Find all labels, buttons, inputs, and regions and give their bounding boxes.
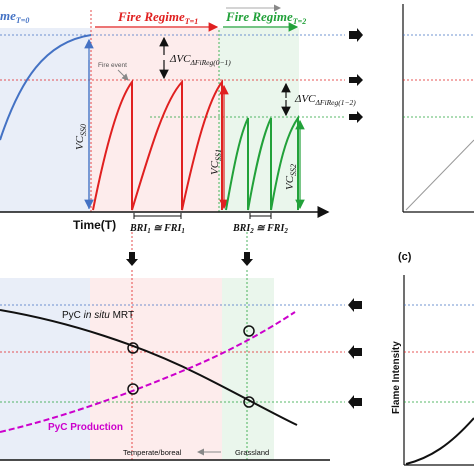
regime-1-title: Fire RegimeT=1 [117,9,198,26]
time-axis-label: Time(T) [73,218,116,232]
bottom-panel: PyC in situ MRT PyC Production Temperate… [0,270,345,461]
grassland-label: Grassland [235,448,269,457]
marker-mrt-grassland [243,396,255,408]
regime-0-title: meT=0 [0,8,29,25]
marker-mrt-temperate [127,342,139,354]
zone-regime-0 [0,28,91,212]
zone-regime-1 [91,28,219,212]
top-panel: meT=0 Fire RegimeT=1 Fire RegimeT=2 VCSS… [0,4,356,235]
top-right-plot-line [405,139,474,211]
right-arrows-top [349,28,363,123]
right-arrow-ss0 [349,28,363,42]
marker-prod-grassland [243,325,255,337]
left-arrow-top [348,298,362,312]
panel-c-curve [405,417,474,465]
red-sawtooth-curve [92,79,223,211]
pyc-mrt-label: PyC in situ MRT [62,310,134,321]
panel-c: (c) Flame Intensity [391,251,474,466]
right-arrow-ss2 [349,111,363,123]
temperate-label: Temperate/boreal [123,448,182,457]
regime-2-title: Fire RegimeT=2 [225,9,306,26]
flame-intensity-label: Flame Intensity [391,341,402,414]
bottom-zone-blue [0,278,90,460]
right-arrow-ss1 [349,74,363,86]
bri2-label: BRI2 ≅ FRI2 [232,223,288,235]
bottom-zone-green [222,278,274,460]
pyc-production-curve [0,311,296,433]
down-arrow-2 [241,252,253,266]
left-arrow-mid [348,345,362,359]
bottom-zone-red [90,278,222,460]
fire-event-pointer [117,69,129,81]
delta-vc-01-label: ΔVCΔFiReg(0−1) [169,53,231,67]
vcss1-label: VCSS1 [209,149,223,175]
panel-c-label: (c) [398,251,412,263]
down-arrow-1 [126,252,138,266]
green-sawtooth-curve [225,114,299,211]
right-arrows-bottom [348,298,362,409]
pyc-production-label: PyC Production [48,422,123,433]
zone-regime-2 [219,28,299,212]
down-arrows [126,232,253,266]
blue-growth-curve [0,34,92,141]
bri1-label: BRI1 ≅ FRI1 [129,223,185,235]
delta-vc-12-label: ΔVCΔFiReg(1−2) [294,93,356,107]
vcss2-label: VCSS2 [284,164,298,190]
top-right-plot [402,4,474,213]
fire-event-label: Fire event [98,62,127,69]
left-arrow-low [348,395,362,409]
vcss0-label: VCSS0 [74,124,88,150]
marker-prod-temperate [127,383,139,395]
